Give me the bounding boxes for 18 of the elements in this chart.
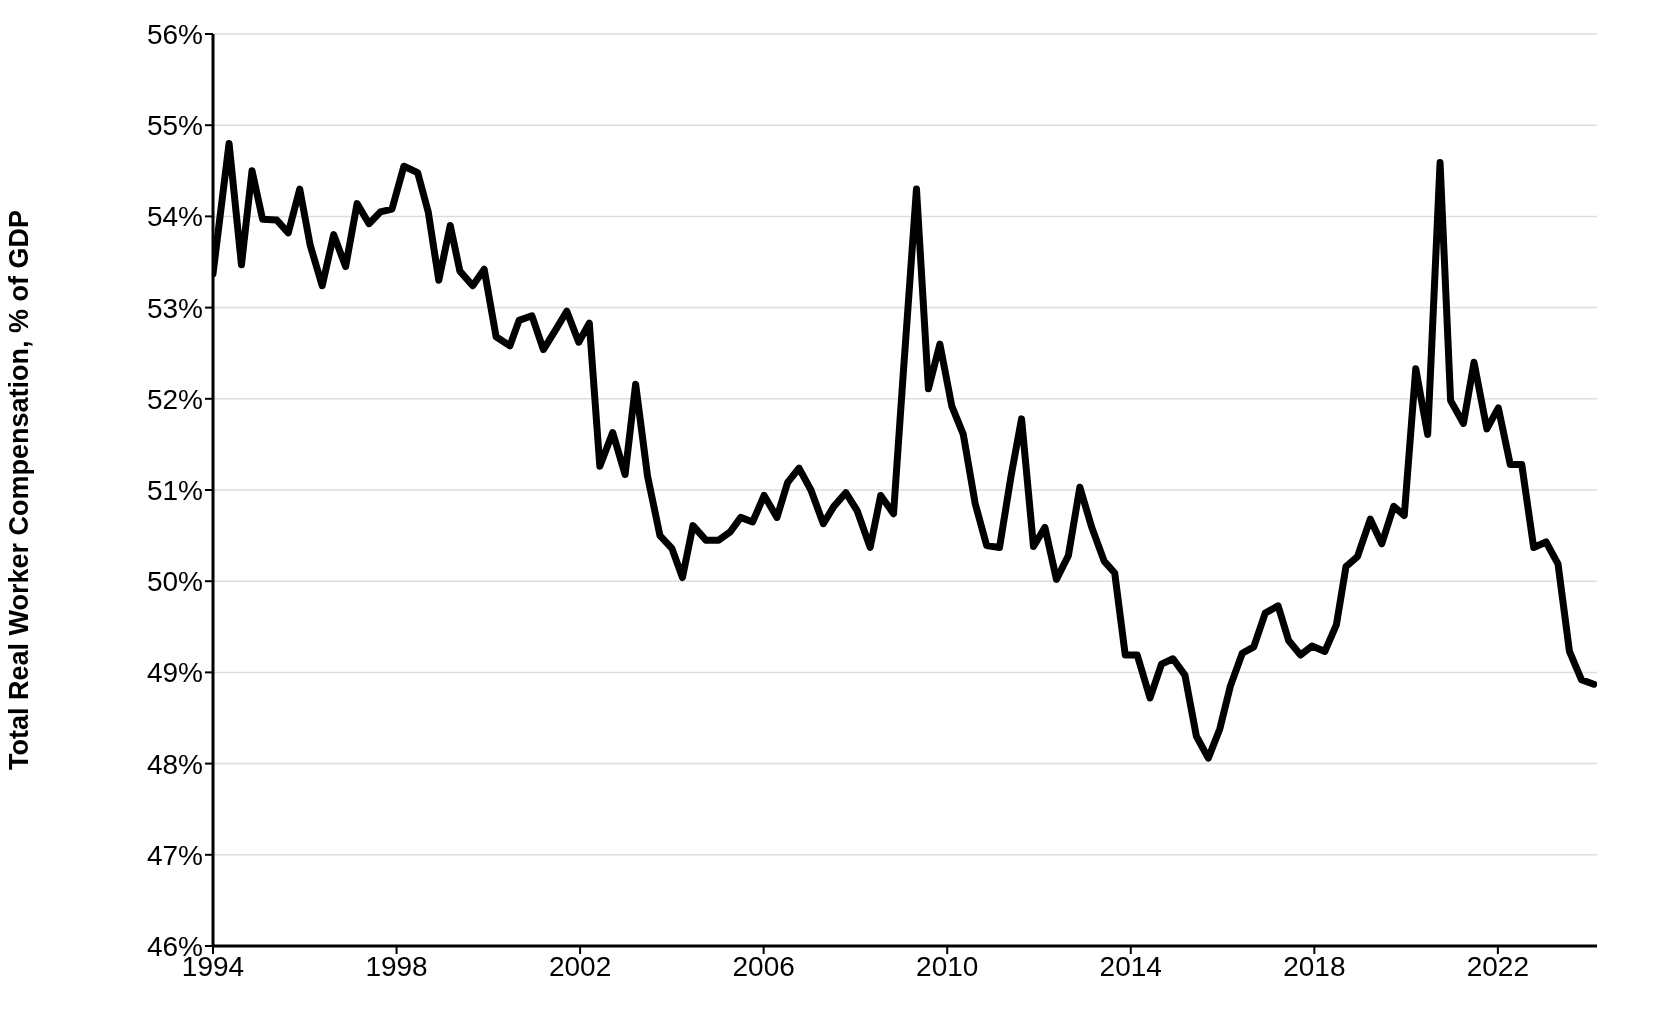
y-tick-label: 53% <box>146 292 203 324</box>
x-tick-label: 2006 <box>732 950 795 982</box>
y-tick-label: 48% <box>146 748 203 780</box>
y-tick-label: 55% <box>146 110 203 142</box>
y-tick-label: 50% <box>146 566 203 598</box>
x-tick-label: 2022 <box>1466 950 1530 982</box>
y-tick-label: 51% <box>146 474 203 506</box>
y-tick-label: 52% <box>146 383 203 415</box>
x-tick-label: 2002 <box>548 950 612 982</box>
x-tick-label: 2010 <box>916 950 979 982</box>
x-tick-label: 2018 <box>1283 950 1346 982</box>
y-axis-title: Total Real Worker Compensation, % of GDP <box>3 209 34 771</box>
y-tick-label: 47% <box>146 839 203 871</box>
y-tick-label: 54% <box>146 201 203 233</box>
y-tick-label: 49% <box>146 657 203 689</box>
x-tick-label: 2014 <box>1099 950 1162 982</box>
y-tick-label: 56% <box>146 18 203 50</box>
x-tick-label: 1998 <box>365 950 428 982</box>
